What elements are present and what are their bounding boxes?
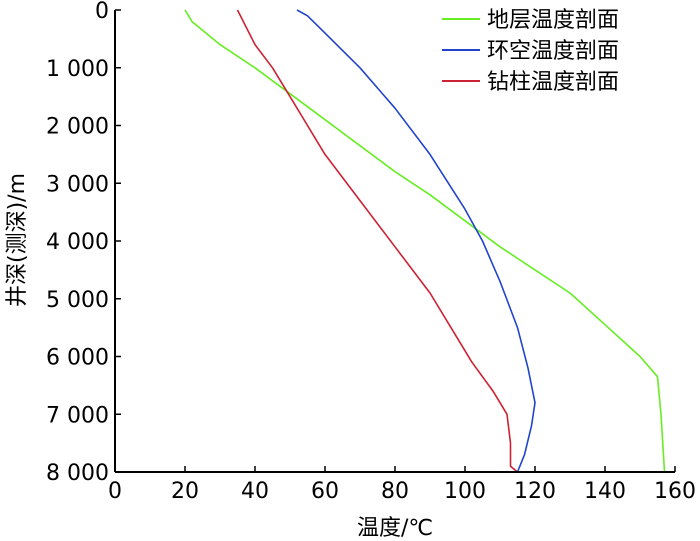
x-tick-label: 60: [311, 479, 339, 504]
y-tick-label: 8 000: [46, 461, 109, 486]
y-tick-label: 2 000: [46, 115, 109, 140]
x-tick-label: 0: [108, 479, 122, 504]
y-tick-label: 7 000: [46, 403, 109, 428]
y-tick-label: 1 000: [46, 57, 109, 82]
y-tick-label: 6 000: [46, 346, 109, 371]
y-tick-label: 5 000: [46, 288, 109, 313]
x-tick-label: 160: [654, 479, 696, 504]
legend-label-1: 地层温度剖面: [487, 8, 619, 33]
y-tick-label: 3 000: [46, 172, 109, 197]
series-line-1: [184, 9, 666, 473]
x-tick-label: 100: [444, 479, 486, 504]
x-tick-label: 40: [241, 479, 269, 504]
x-tick-label: 20: [171, 479, 199, 504]
x-axis-title: 温度/℃: [357, 516, 433, 541]
legend-label-2: 环空温度剖面: [487, 39, 619, 64]
y-tick-label: 0: [95, 0, 109, 24]
series-line-3: [236, 9, 519, 473]
series-layer: [184, 9, 666, 473]
y-axis-title: 井深(测深)/m: [5, 173, 30, 307]
x-tick-label: 140: [584, 479, 626, 504]
ticks: 0 20 40 60 80 100 120 140 160 0 1 000 2 000 3 000 4 0…: [46, 0, 696, 504]
x-tick-label: 120: [514, 479, 556, 504]
y-tick-label: 4 000: [46, 230, 109, 255]
x-tick-label: 80: [381, 479, 409, 504]
series-line-2: [296, 9, 536, 473]
legend-label-3: 钻柱温度剖面: [487, 70, 619, 95]
